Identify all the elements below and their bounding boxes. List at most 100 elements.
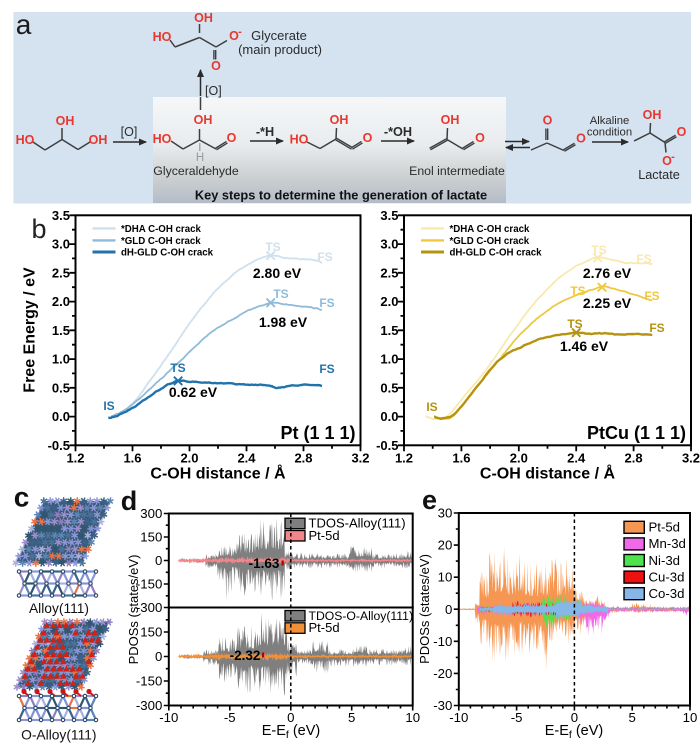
svg-text:Lactate: Lactate [638, 168, 680, 182]
svg-text:2.8: 2.8 [625, 451, 643, 466]
svg-text:2.0: 2.0 [380, 294, 398, 309]
svg-text:O: O [543, 114, 553, 128]
svg-text:TS: TS [265, 240, 280, 254]
svg-text:2.0: 2.0 [52, 294, 70, 309]
svg-text:OH: OH [643, 108, 662, 122]
svg-text:-5: -5 [224, 710, 236, 725]
svg-text:Alkaline: Alkaline [590, 115, 630, 127]
svg-text:-0.5: -0.5 [376, 438, 398, 453]
svg-text:-1.63: -1.63 [249, 556, 280, 571]
svg-text:0: 0 [287, 710, 294, 725]
svg-text:C-OH distance / Å: C-OH distance / Å [150, 464, 286, 483]
svg-text:300: 300 [140, 506, 162, 521]
svg-text:2.0: 2.0 [180, 451, 198, 466]
svg-text:dH-GLD C-OH crack: dH-GLD C-OH crack [121, 248, 214, 259]
svg-text:*GLD C-OH crack: *GLD C-OH crack [121, 236, 201, 247]
svg-text:1.0: 1.0 [52, 352, 70, 367]
svg-text:OH: OH [194, 11, 213, 25]
svg-text:OH: OH [194, 113, 213, 127]
svg-text:E-Ef (eV): E-Ef (eV) [545, 723, 604, 741]
svg-text:TS: TS [570, 284, 585, 298]
svg-text:3.2: 3.2 [682, 451, 700, 466]
svg-text:2.76 eV: 2.76 eV [583, 265, 632, 281]
svg-text:HO: HO [153, 30, 172, 44]
svg-text:Pt-5d: Pt-5d [309, 528, 340, 543]
svg-text:-5: -5 [511, 710, 523, 725]
svg-text:*GLD C-OH crack: *GLD C-OH crack [450, 236, 530, 247]
svg-text:d: d [121, 486, 138, 516]
svg-text:Free Energy / eV: Free Energy / eV [22, 267, 39, 393]
svg-text:FS: FS [319, 296, 334, 310]
svg-text:-10: -10 [433, 634, 452, 649]
svg-text:1.5: 1.5 [380, 323, 398, 338]
svg-text:HO: HO [290, 133, 309, 147]
svg-text:10: 10 [405, 710, 420, 725]
svg-text:1.6: 1.6 [123, 451, 141, 466]
svg-text:O: O [677, 125, 687, 139]
svg-text:PDOSs (states/eV): PDOSs (states/eV) [417, 554, 432, 664]
svg-text:2.25 eV: 2.25 eV [583, 295, 632, 311]
svg-text:1.98 eV: 1.98 eV [259, 314, 308, 330]
svg-text:Glyceraldehyde: Glyceraldehyde [153, 164, 239, 178]
svg-text:-300: -300 [136, 698, 162, 713]
svg-text:HO: HO [16, 133, 35, 147]
svg-text:1.46 eV: 1.46 eV [560, 338, 609, 354]
svg-text:2.80 eV: 2.80 eV [253, 265, 302, 281]
svg-text:1.2: 1.2 [66, 451, 84, 466]
svg-text:-20: -20 [433, 666, 452, 681]
svg-text:IS: IS [103, 399, 114, 413]
svg-text:O: O [229, 29, 239, 43]
svg-text:0.0: 0.0 [52, 409, 70, 424]
svg-text:1.5: 1.5 [52, 323, 70, 338]
svg-text:Mn-3d: Mn-3d [649, 536, 686, 551]
svg-text:1.6: 1.6 [452, 451, 470, 466]
svg-text:0: 0 [571, 710, 578, 725]
svg-text:Pt-5d: Pt-5d [309, 620, 340, 635]
svg-text:10: 10 [683, 710, 698, 725]
svg-text:FS: FS [644, 289, 659, 303]
svg-text:E-Ef (eV): E-Ef (eV) [262, 723, 321, 741]
svg-text:[O]: [O] [121, 125, 138, 139]
svg-text:0: 0 [155, 553, 162, 568]
svg-text:-0.5: -0.5 [48, 438, 70, 453]
svg-text:H: H [196, 152, 204, 164]
svg-text:*DHA C-OH crack: *DHA C-OH crack [450, 224, 530, 235]
svg-text:-*H: -*H [256, 125, 274, 139]
svg-text:-30: -30 [433, 698, 452, 713]
svg-text:150: 150 [140, 625, 162, 640]
svg-text:OH: OH [330, 113, 349, 127]
svg-text:OH: OH [441, 113, 460, 127]
svg-text:TDOS-Alloy(111): TDOS-Alloy(111) [309, 515, 406, 530]
svg-text:PtCu (1 1 1): PtCu (1 1 1) [587, 423, 686, 443]
svg-text:O: O [475, 131, 485, 145]
svg-text:Pt-5d: Pt-5d [649, 520, 681, 535]
svg-text:PDOSs (states/eV): PDOSs (states/eV) [126, 555, 141, 665]
svg-text:2.4: 2.4 [237, 451, 256, 466]
svg-text:TS: TS [567, 317, 582, 331]
svg-text:FS: FS [319, 362, 334, 376]
svg-text:[O]: [O] [205, 84, 222, 98]
svg-text:Ni-3d: Ni-3d [649, 553, 681, 568]
svg-text:O: O [363, 131, 373, 145]
svg-text:-2.32: -2.32 [230, 648, 261, 663]
svg-text:0.62 eV: 0.62 eV [169, 384, 218, 400]
svg-text:20: 20 [438, 538, 453, 553]
svg-text:0.5: 0.5 [52, 380, 70, 395]
svg-text:b: b [31, 214, 46, 244]
svg-text:Co-3d: Co-3d [649, 586, 685, 601]
svg-text:2.0: 2.0 [510, 451, 528, 466]
svg-text:10: 10 [438, 570, 453, 585]
svg-text:HO: HO [153, 132, 172, 146]
svg-text:*DHA C-OH crack: *DHA C-OH crack [121, 224, 201, 235]
svg-text:3.0: 3.0 [52, 237, 70, 252]
svg-text:2.5: 2.5 [380, 265, 398, 280]
svg-text:-150: -150 [136, 577, 162, 592]
svg-text:3.2: 3.2 [351, 451, 369, 466]
svg-text:FS: FS [636, 252, 651, 266]
svg-text:-: - [238, 26, 242, 38]
svg-text:Key steps to determine the gen: Key steps to determine the generation of… [195, 188, 487, 203]
svg-text:-*OH: -*OH [384, 125, 412, 139]
svg-text:O: O [227, 131, 237, 145]
svg-text:30: 30 [438, 506, 453, 521]
svg-text:O: O [576, 132, 586, 146]
